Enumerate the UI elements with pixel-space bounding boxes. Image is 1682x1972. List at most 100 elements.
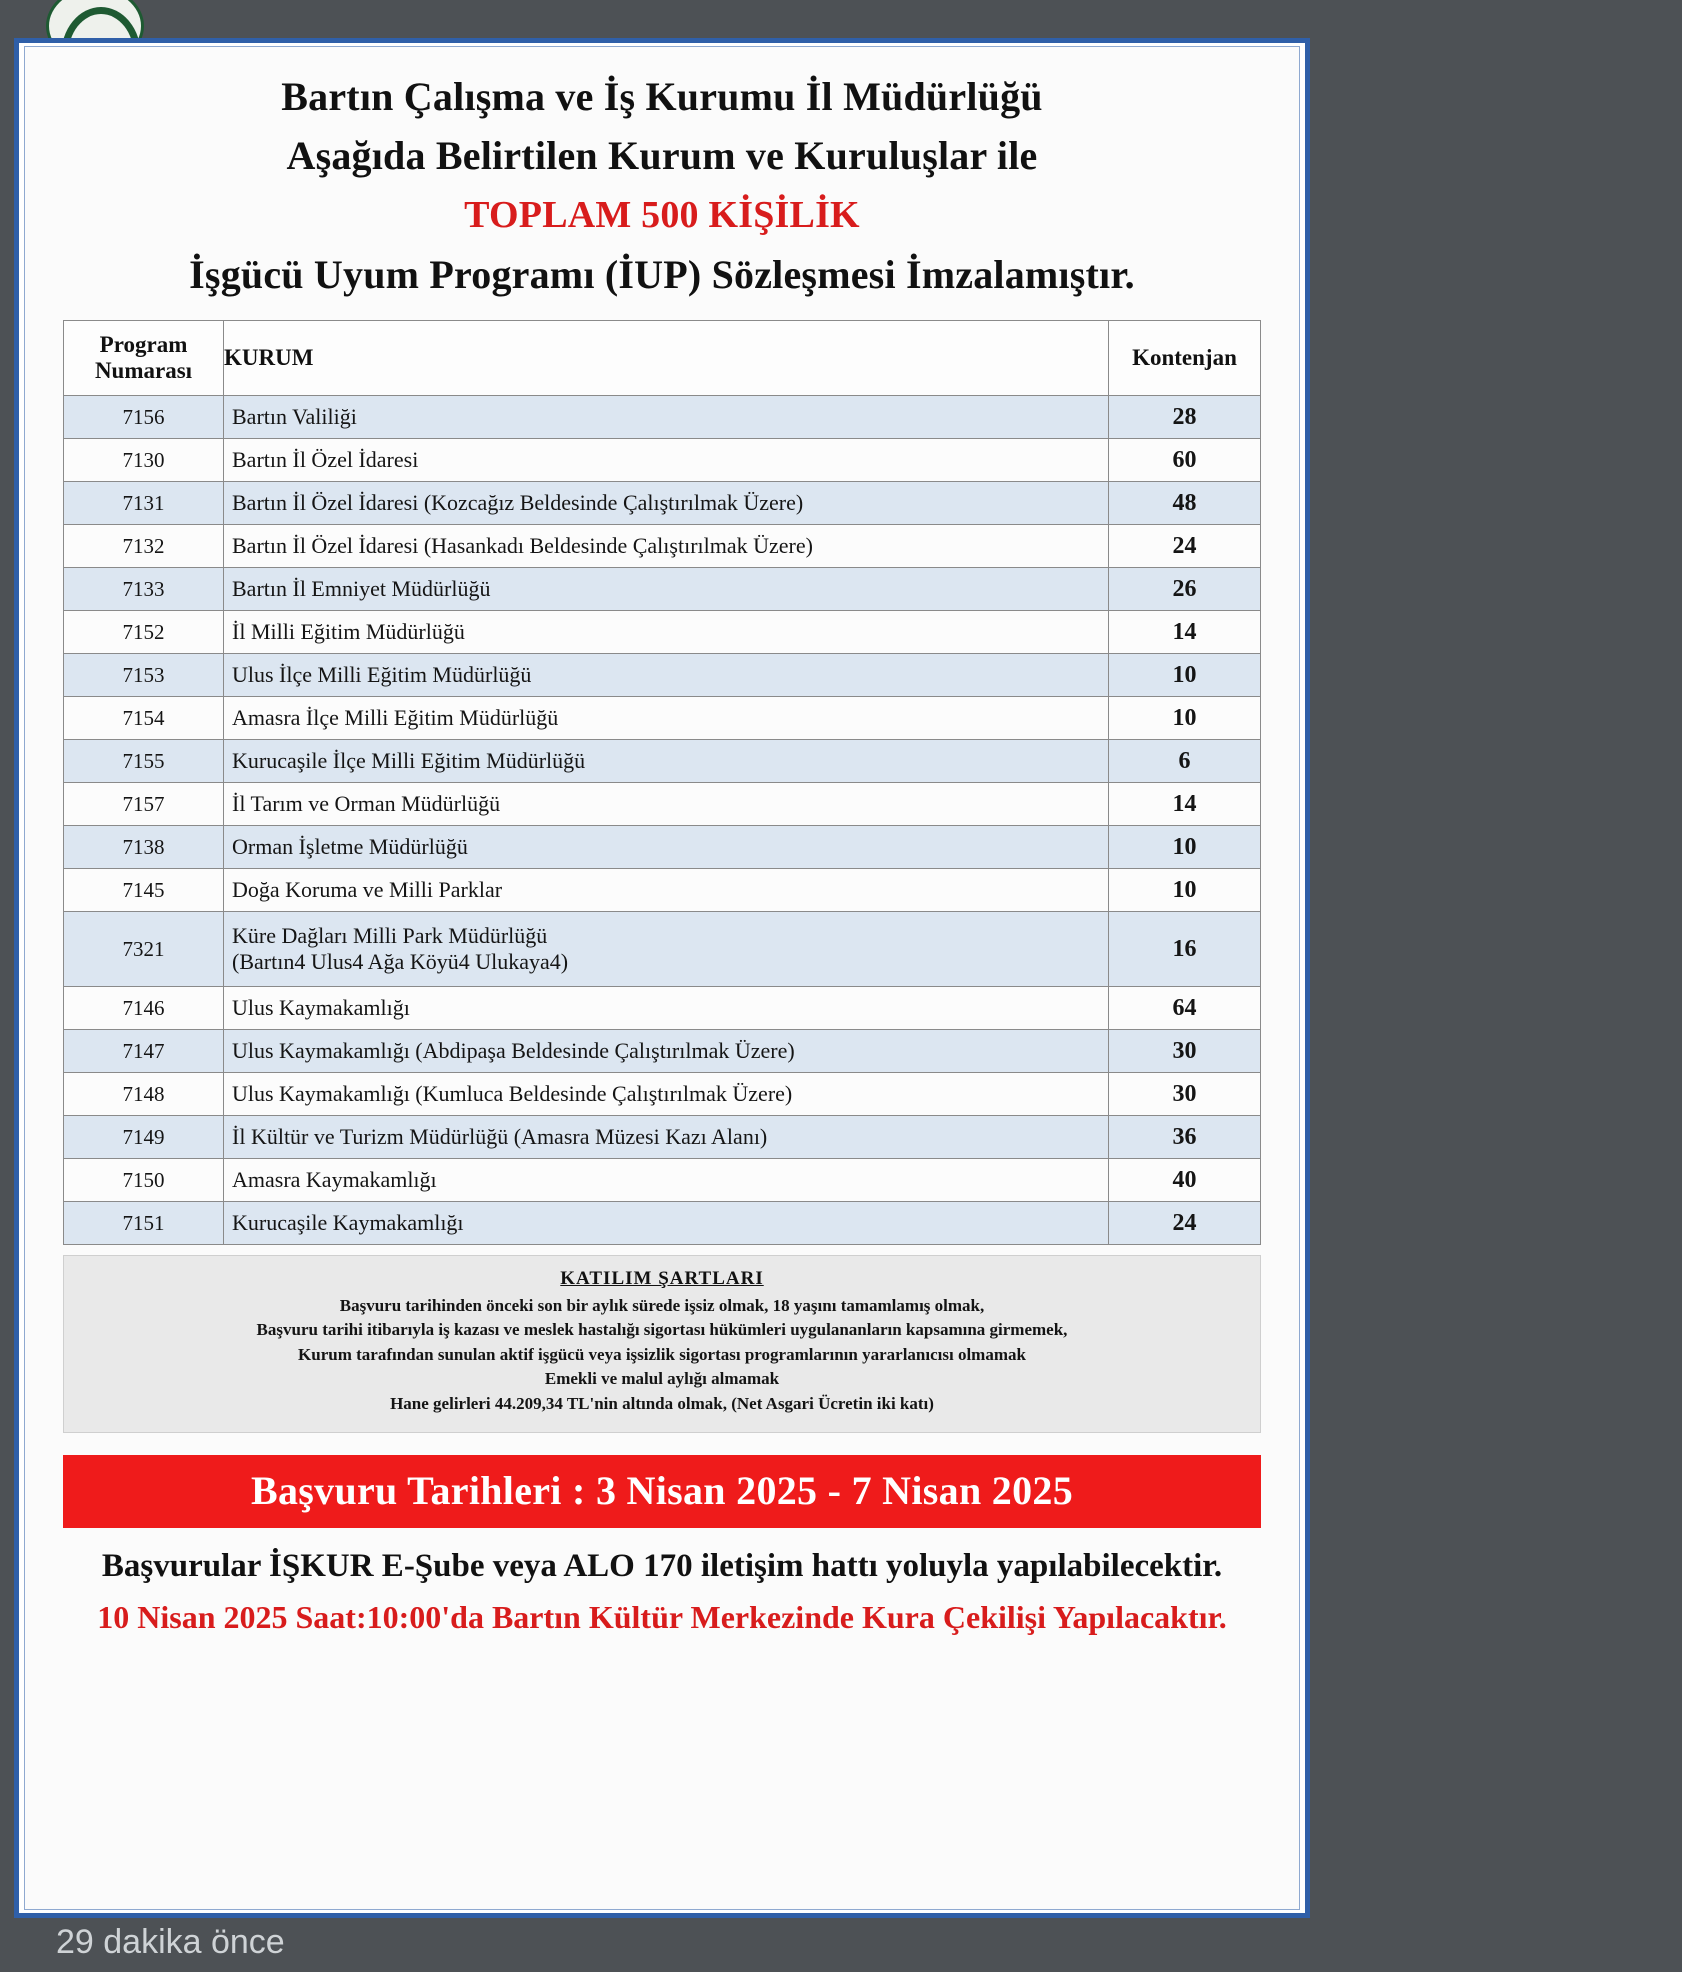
announcement-poster: Bartın Çalışma ve İş Kurumu İl Müdürlüğü… bbox=[14, 38, 1310, 1918]
poster-inner-frame: Bartın Çalışma ve İş Kurumu İl Müdürlüğü… bbox=[24, 46, 1300, 1910]
kurum-line-1: İl Milli Eğitim Müdürlüğü bbox=[232, 619, 465, 645]
subtitle-line: Aşağıda Belirtilen Kurum ve Kuruluşlar i… bbox=[286, 133, 1038, 178]
kurum-line-1: Orman İşletme Müdürlüğü bbox=[232, 834, 468, 860]
cell-kurum: Küre Dağları Milli Park Müdürlüğü (Bartın… bbox=[223, 911, 1109, 987]
cell-kurum: Ulus Kaymakamlığı (Kumluca Beldesinde Ça… bbox=[223, 1072, 1109, 1116]
cell-program-no: 7132 bbox=[63, 524, 224, 568]
cell-kurum: Orman İşletme Müdürlüğü bbox=[223, 825, 1109, 869]
cell-program-no: 7138 bbox=[63, 825, 224, 869]
cell-kontenjan: 60 bbox=[1108, 438, 1261, 482]
programs-table-wrapper: Program Numarası KURUM Kontenjan 7156 Bar… bbox=[63, 320, 1261, 1245]
condition-item: Başvuru tarihi itibarıyla iş kazası ve m… bbox=[256, 1320, 1068, 1340]
cell-kontenjan: 10 bbox=[1108, 653, 1261, 697]
kurum-line-1: Küre Dağları Milli Park Müdürlüğü bbox=[232, 923, 548, 949]
kurum-line-1: Amasra İlçe Milli Eğitim Müdürlüğü bbox=[232, 705, 559, 731]
kurum-line-1: Doğa Koruma ve Milli Parklar bbox=[232, 877, 503, 903]
cell-kontenjan: 10 bbox=[1108, 868, 1261, 912]
table-row: 7138 Orman İşletme Müdürlüğü 10 bbox=[63, 825, 1261, 869]
page-title: Bartın Çalışma ve İş Kurumu İl Müdürlüğü bbox=[281, 74, 1043, 119]
table-row: 7150 Amasra Kaymakamlığı 40 bbox=[63, 1158, 1261, 1202]
logo-caption: MİLLİ PARKLAR bbox=[49, 0, 141, 1]
cell-kurum: Bartın İl Özel İdaresi (Kozcağız Beldesi… bbox=[223, 481, 1109, 525]
cell-kontenjan: 14 bbox=[1108, 610, 1261, 654]
cell-kontenjan: 6 bbox=[1108, 739, 1261, 783]
cell-kontenjan: 24 bbox=[1108, 524, 1261, 568]
condition-item: Emekli ve malul aylığı almamak bbox=[544, 1369, 780, 1389]
table-row: 7148 Ulus Kaymakamlığı (Kumluca Beldesind… bbox=[63, 1072, 1261, 1116]
cell-kurum: Bartın İl Özel İdaresi (Hasankadı Beldes… bbox=[223, 524, 1109, 568]
kurum-line-1: Ulus Kaymakamlığı (Abdipaşa Beldesinde Ç… bbox=[232, 1038, 795, 1064]
table-row: 7149 İl Kültür ve Turizm Müdürlüğü (Amasr… bbox=[63, 1115, 1261, 1159]
cell-kurum: Kurucaşile Kaymakamlığı bbox=[223, 1201, 1109, 1245]
cell-kurum: İl Tarım ve Orman Müdürlüğü bbox=[223, 782, 1109, 826]
cell-kontenjan: 48 bbox=[1108, 481, 1261, 525]
cell-program-no: 7133 bbox=[63, 567, 224, 611]
column-header-program-no: Program Numarası bbox=[63, 320, 224, 396]
cell-kontenjan: 10 bbox=[1108, 696, 1261, 740]
table-row: 7155 Kurucaşile İlçe Milli Eğitim Müdürlü… bbox=[63, 739, 1261, 783]
cell-program-no: 7146 bbox=[63, 986, 224, 1030]
table-row: 7321 Küre Dağları Milli Park Müdürlüğü (Ba… bbox=[63, 911, 1261, 987]
table-row: 7154 Amasra İlçe Milli Eğitim Müdürlüğü 10 bbox=[63, 696, 1261, 740]
condition-item: Başvuru tarihinden önceki son bir aylık … bbox=[339, 1296, 985, 1315]
cell-kontenjan: 28 bbox=[1108, 395, 1261, 439]
table-row: 7151 Kurucaşile Kaymakamlığı 24 bbox=[63, 1201, 1261, 1245]
table-head: Program Numarası KURUM Kontenjan bbox=[63, 320, 1261, 396]
kurum-line-2: (Bartın4 Ulus4 Ağa Köyü4 Ulukaya4) bbox=[232, 949, 569, 974]
cell-program-no: 7151 bbox=[63, 1201, 224, 1245]
table-row: 7147 Ulus Kaymakamlığı (Abdipaşa Beldesin… bbox=[63, 1029, 1261, 1073]
cell-program-no: 7145 bbox=[63, 868, 224, 912]
kurum-line-1: Kurucaşile İlçe Milli Eğitim Müdürlüğü bbox=[232, 748, 586, 774]
table-row: 7133 Bartın İl Emniyet Müdürlüğü 26 bbox=[63, 567, 1261, 611]
table-row: 7131 Bartın İl Özel İdaresi (Kozcağız Bel… bbox=[63, 481, 1261, 525]
kurum-line-1: Amasra Kaymakamlığı bbox=[232, 1167, 437, 1193]
condition-item: Hane gelirleri 44.209,34 TL'nin altında … bbox=[390, 1393, 934, 1413]
conditions-list: Başvuru tarihinden önceki son bir aylık … bbox=[74, 1296, 1250, 1414]
table-row: 7156 Bartın Valiliği 28 bbox=[63, 395, 1261, 439]
column-header-kontenjan: Kontenjan bbox=[1108, 320, 1261, 396]
cell-kontenjan: 36 bbox=[1108, 1115, 1261, 1159]
conditions-title: KATILIM ŞARTLARI bbox=[560, 1268, 764, 1289]
program-no-label-line2: Numarası bbox=[94, 358, 193, 383]
cell-kontenjan: 40 bbox=[1108, 1158, 1261, 1202]
cell-program-no: 7154 bbox=[63, 696, 224, 740]
program-no-label-line1: Program bbox=[99, 332, 188, 358]
cell-kontenjan: 10 bbox=[1108, 825, 1261, 869]
logo-arc-shape bbox=[61, 7, 141, 63]
cell-kontenjan: 30 bbox=[1108, 1029, 1261, 1073]
kurum-line-1: İl Tarım ve Orman Müdürlüğü bbox=[232, 791, 501, 817]
cell-program-no: 7156 bbox=[63, 395, 224, 439]
cell-program-no: 7149 bbox=[63, 1115, 224, 1159]
cell-kurum: Ulus İlçe Milli Eğitim Müdürlüğü bbox=[223, 653, 1109, 697]
table-row: 7152 İl Milli Eğitim Müdürlüğü 14 bbox=[63, 610, 1261, 654]
cell-program-no: 7157 bbox=[63, 782, 224, 826]
cell-kurum: Doğa Koruma ve Milli Parklar bbox=[223, 868, 1109, 912]
cell-program-no: 7153 bbox=[63, 653, 224, 697]
column-header-kurum: KURUM bbox=[223, 320, 1109, 396]
cell-kontenjan: 64 bbox=[1108, 986, 1261, 1030]
cell-kurum: Bartın İl Emniyet Müdürlüğü bbox=[223, 567, 1109, 611]
kurum-line-1: İl Kültür ve Turizm Müdürlüğü (Amasra Mü… bbox=[232, 1124, 768, 1150]
kurum-line-1: Bartın İl Emniyet Müdürlüğü bbox=[232, 576, 491, 602]
table-header-row: Program Numarası KURUM Kontenjan bbox=[63, 320, 1261, 396]
table-row: 7153 Ulus İlçe Milli Eğitim Müdürlüğü 10 bbox=[63, 653, 1261, 697]
cell-kurum: Bartın Valiliği bbox=[223, 395, 1109, 439]
kurum-line-1: Bartın İl Özel İdaresi (Hasankadı Beldes… bbox=[232, 533, 813, 559]
post-timestamp: 29 dakika önce bbox=[56, 1923, 285, 1961]
table-row: 7157 İl Tarım ve Orman Müdürlüğü 14 bbox=[63, 782, 1261, 826]
table-body: 7156 Bartın Valiliği 28 7130 Bartın İl Özel … bbox=[63, 395, 1261, 1245]
table-row: 7130 Bartın İl Özel İdaresi 60 bbox=[63, 438, 1261, 482]
kurum-line-1: Kurucaşile Kaymakamlığı bbox=[232, 1210, 464, 1236]
cell-kontenjan: 26 bbox=[1108, 567, 1261, 611]
kurum-line-1: Bartın İl Özel İdaresi bbox=[232, 447, 419, 473]
cell-kontenjan: 30 bbox=[1108, 1072, 1261, 1116]
cell-program-no: 7148 bbox=[63, 1072, 224, 1116]
cell-program-no: 7130 bbox=[63, 438, 224, 482]
cell-kurum: Ulus Kaymakamlığı bbox=[223, 986, 1109, 1030]
cell-kontenjan: 16 bbox=[1108, 911, 1261, 987]
cell-program-no: 7321 bbox=[63, 911, 224, 987]
table-row: 7145 Doğa Koruma ve Milli Parklar 10 bbox=[63, 868, 1261, 912]
participation-conditions-box: KATILIM ŞARTLARI Başvuru tarihinden önce… bbox=[63, 1255, 1261, 1433]
application-channel-note: Başvurular İŞKUR E-Şube veya ALO 170 ile… bbox=[101, 1547, 1223, 1584]
cell-kurum: Kurucaşile İlçe Milli Eğitim Müdürlüğü bbox=[223, 739, 1109, 783]
